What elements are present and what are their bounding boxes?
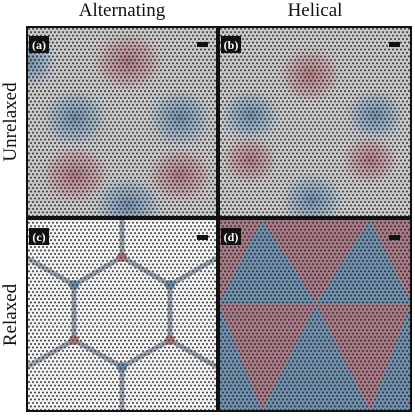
label-box [221,36,241,53]
panel-label: (d) [224,230,239,244]
row-header: Unrelaxed [0,82,21,162]
column-header: Helical [288,0,343,21]
panel-label: (a) [32,38,46,52]
panel-label: (b) [224,38,239,52]
column-header: Alternating [79,0,166,21]
panel-label: (c) [32,230,45,244]
label-box [29,36,49,53]
panel-borders [26,26,412,412]
scale-bars [197,42,400,240]
panel-a [27,27,217,217]
panel-d [219,219,411,411]
label-box [221,228,241,245]
row-header: Relaxed [0,283,21,346]
panel-c [27,219,217,411]
label-box [29,228,49,245]
panel-b [219,27,411,217]
